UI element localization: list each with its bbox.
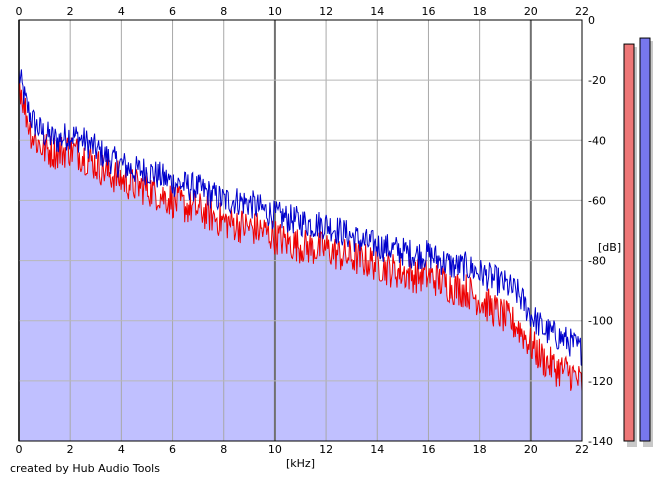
x-axis-label: [kHz] [286, 457, 315, 470]
x-tick-label: 6 [169, 443, 176, 456]
series-red-line [18, 80, 583, 392]
x-tick-label: 4 [118, 5, 125, 18]
y-tick-label: -100 [588, 315, 613, 328]
series-blue-line [18, 69, 583, 367]
level-meter-bar [639, 37, 651, 442]
x-tick-label: 0 [16, 5, 23, 18]
x-tick-label: 16 [421, 5, 435, 18]
y-tick-label: 0 [588, 14, 595, 27]
y-tick-label: -60 [588, 194, 606, 207]
level-meter-bar [623, 43, 635, 442]
y-tick-label: -80 [588, 255, 606, 268]
x-tick-label: 10 [268, 5, 282, 18]
x-tick-label: 22 [575, 5, 589, 18]
grid-lines [18, 19, 583, 442]
y-tick-label: -120 [588, 375, 613, 388]
x-tick-label: 18 [473, 5, 487, 18]
x-tick-labels-bottom: 0 2 4 6 8 10 12 14 16 18 20 22 [16, 443, 590, 456]
y-axis-label: [dB] [598, 241, 621, 254]
x-tick-label: 2 [67, 5, 74, 18]
x-tick-label: 22 [575, 443, 589, 456]
x-tick-label: 6 [169, 5, 176, 18]
x-tick-label: 0 [16, 443, 23, 456]
x-tick-label: 14 [370, 443, 384, 456]
credit-text: created by Hub Audio Tools [10, 462, 160, 475]
x-tick-label: 8 [220, 5, 227, 18]
x-tick-label: 18 [473, 443, 487, 456]
level-meters [623, 37, 653, 448]
y-tick-label: -20 [588, 74, 606, 87]
y-tick-label: -40 [588, 134, 606, 147]
plot-frame [18, 19, 583, 442]
y-tick-labels: 0 -20 -40 -60 -80 -100 -120 -140 [588, 14, 613, 448]
x-tick-label: 4 [118, 443, 125, 456]
x-tick-label: 8 [220, 443, 227, 456]
x-tick-label: 14 [370, 5, 384, 18]
x-tick-label: 20 [524, 5, 538, 18]
x-tick-label: 10 [268, 443, 282, 456]
x-tick-label: 2 [67, 443, 74, 456]
x-tick-label: 12 [319, 5, 333, 18]
x-tick-label: 20 [524, 443, 538, 456]
x-tick-label: 12 [319, 443, 333, 456]
y-tick-label: -140 [588, 435, 613, 448]
x-tick-label: 16 [421, 443, 435, 456]
x-tick-labels-top: 0 2 4 6 8 10 12 14 16 18 20 22 [16, 5, 590, 18]
